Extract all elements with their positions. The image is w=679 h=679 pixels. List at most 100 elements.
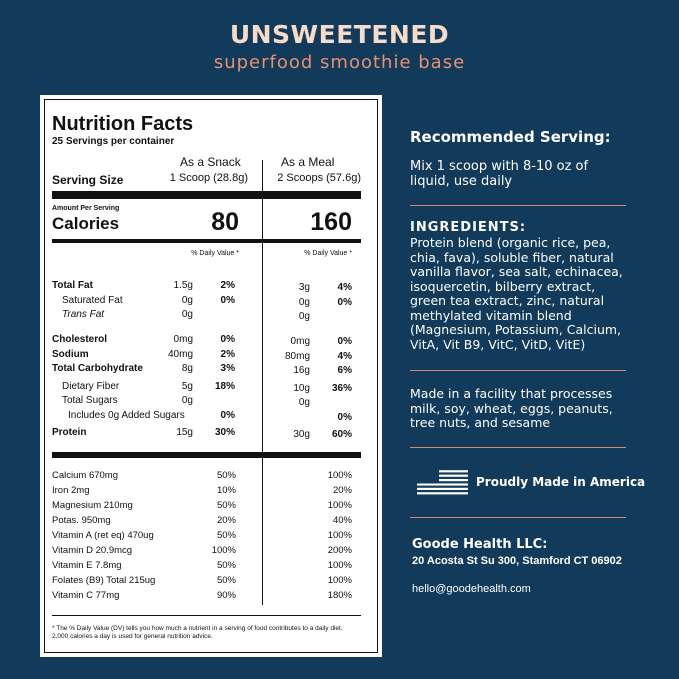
amount: 0g xyxy=(181,395,193,406)
serving-size: 1 Scoop (28.8g) xyxy=(169,172,248,184)
nutrient-label: Total Fat xyxy=(52,280,93,291)
daily-value: 3% xyxy=(220,363,235,374)
amount: 0g xyxy=(298,311,310,322)
made-in-text: Proudly Made in America xyxy=(476,475,646,489)
nutrient-label: Cholesterol xyxy=(52,334,108,345)
rule xyxy=(52,615,361,616)
column-head: As a Meal xyxy=(281,155,335,169)
amount: 0mg xyxy=(290,336,310,347)
daily-value: 0% xyxy=(220,334,235,345)
daily-value: 20% xyxy=(216,515,236,526)
daily-value: 90% xyxy=(216,590,236,601)
vitamin-label: Vitamin C 77mg xyxy=(52,590,120,601)
dv-header: % Daily Value * xyxy=(191,250,239,257)
footnote: * The % Daily Value (DV) tells you how m… xyxy=(52,625,343,640)
amount: 30g xyxy=(293,429,310,440)
daily-value: 50% xyxy=(216,560,236,571)
flag-icon xyxy=(417,468,468,497)
nutrient-label: Total Carbohydrate xyxy=(52,363,143,374)
nutrient-label: Protein xyxy=(52,427,87,438)
divider xyxy=(410,205,626,206)
daily-value: 100% xyxy=(211,545,236,556)
title: UNSWEETENED xyxy=(229,20,450,49)
daily-value: 36% xyxy=(331,383,352,394)
daily-value: 60% xyxy=(331,429,352,440)
vitamin-label: Magnesium 210mg xyxy=(52,500,133,511)
daily-value: 180% xyxy=(327,590,352,601)
calories-label: Calories xyxy=(52,214,120,233)
email: hello@goodehealth.com xyxy=(412,583,531,595)
daily-value: 50% xyxy=(216,470,236,481)
daily-value: 100% xyxy=(327,470,352,481)
nutrient-label: Includes 0g Added Sugars xyxy=(68,410,185,421)
daily-value: 4% xyxy=(337,282,352,293)
panel-frame xyxy=(44,99,378,653)
allergen-text: Made in a facility that processes milk, … xyxy=(410,386,613,430)
company: Goode Health LLC: xyxy=(412,537,548,552)
serving-size-label: Serving Size xyxy=(52,173,124,187)
amount: 0g xyxy=(181,295,193,306)
ingredients-text: Protein blend (organic rice, pea, chia, … xyxy=(410,235,623,352)
amount: 0g xyxy=(298,297,310,308)
daily-value: 50% xyxy=(216,500,236,511)
daily-value: 18% xyxy=(214,381,235,392)
divider xyxy=(410,517,626,518)
nutrition-panel: Nutrition Facts 25 Servings per container… xyxy=(40,95,382,657)
calories: 80 xyxy=(211,208,239,236)
nf-title: Nutrition Facts xyxy=(52,113,194,135)
column-divider xyxy=(262,160,263,605)
amount: 0g xyxy=(181,309,193,320)
thick-rule xyxy=(52,452,361,458)
amount: 16g xyxy=(293,365,310,376)
daily-value: 50% xyxy=(216,530,236,541)
daily-value: 200% xyxy=(327,545,352,556)
thick-rule xyxy=(52,191,361,199)
amount: 40mg xyxy=(167,349,193,360)
daily-value: 2% xyxy=(220,349,235,360)
daily-value: 0% xyxy=(337,412,352,423)
daily-value: 100% xyxy=(327,575,352,586)
amount: 10g xyxy=(293,383,310,394)
daily-value: 100% xyxy=(327,560,352,571)
daily-value: 4% xyxy=(337,351,352,362)
daily-value: 0% xyxy=(337,336,352,347)
address: 20 Acosta St Su 300, Stamford CT 06902 xyxy=(412,555,622,567)
nutrient-label: Total Sugars xyxy=(62,395,118,406)
daily-value: 30% xyxy=(214,427,235,438)
recommended-text: Mix 1 scoop with 8-10 oz of liquid, use … xyxy=(410,159,589,189)
amount: 80mg xyxy=(284,351,310,362)
daily-value: 100% xyxy=(327,530,352,541)
amount: 15g xyxy=(176,427,193,438)
amount: 5g xyxy=(181,381,193,392)
amount: 8g xyxy=(181,363,193,374)
daily-value: 0% xyxy=(220,295,235,306)
vitamin-label: Folates (B9) Total 215ug xyxy=(52,575,156,586)
divider xyxy=(410,370,626,371)
daily-value: 0% xyxy=(337,297,352,308)
vitamin-label: Iron 2mg xyxy=(52,485,90,496)
nutrient-label: Saturated Fat xyxy=(62,295,123,306)
amount: 1.5g xyxy=(173,280,193,291)
amount: 0g xyxy=(298,397,310,408)
column-head: As a Snack xyxy=(180,155,241,169)
vitamin-label: Potas. 950mg xyxy=(52,515,111,526)
daily-value: 0% xyxy=(220,410,235,421)
nutrient-label: Dietary Fiber xyxy=(62,381,120,392)
ingredients-title: INGREDIENTS: xyxy=(410,220,527,235)
nutrient-label: Sodium xyxy=(52,349,89,360)
dv-header: % Daily Value * xyxy=(304,250,352,257)
vitamin-label: Vitamin A (ret eq) 470ug xyxy=(52,530,154,541)
vitamin-label: Calcium 670mg xyxy=(52,470,118,481)
thick-rule xyxy=(52,239,361,243)
daily-value: 50% xyxy=(216,575,236,586)
recommended-title: Recommended Serving: xyxy=(410,128,611,146)
vitamin-label: Vitamin D 20.9mcg xyxy=(52,545,133,556)
daily-value: 6% xyxy=(337,365,352,376)
daily-value: 10% xyxy=(216,485,236,496)
daily-value: 40% xyxy=(332,515,352,526)
servings: 25 Servings per container xyxy=(52,136,175,147)
nutrient-label: Trans Fat xyxy=(62,309,105,320)
divider xyxy=(410,447,626,448)
subtitle: superfood smoothie base xyxy=(213,52,466,73)
